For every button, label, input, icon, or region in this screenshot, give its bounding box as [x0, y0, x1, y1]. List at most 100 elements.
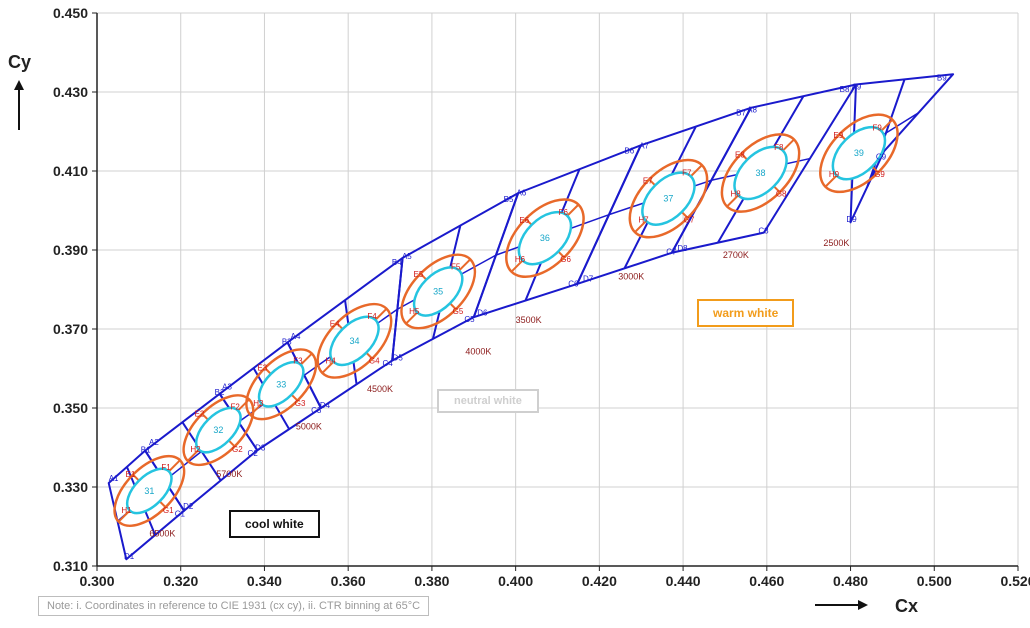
bin-label-B8: B8 — [840, 85, 850, 94]
sub-bin-label-H2: H2 — [190, 445, 201, 454]
x-tick-label: 0.420 — [582, 573, 617, 589]
bin-label-D5: D5 — [393, 353, 404, 362]
bin-labels: A1 B1 C1 D1 A2 B2 C2 D2 A3 B3 C3 D3 A4 B4 C4 D4 A5 B5 C5 D5… — [109, 74, 948, 561]
bin-label-A6: A6 — [516, 189, 526, 198]
ellipse-label-33: 33 — [276, 379, 286, 389]
bin-label-A3: A3 — [222, 383, 232, 392]
inner-ellipse-32 — [195, 406, 242, 454]
bin-label-B2: B2 — [215, 388, 225, 397]
ellipse-label-38: 38 — [756, 168, 766, 178]
sub-bin-label-E7: E7 — [643, 176, 653, 185]
sub-bin-label-H1: H1 — [121, 506, 132, 515]
bin-label-D9: D9 — [846, 215, 857, 224]
sub-bin-label-H5: H5 — [409, 307, 420, 316]
bin-label-A2: A2 — [149, 438, 159, 447]
cct-label: 4000K — [465, 347, 491, 357]
ellipse-label-35: 35 — [433, 286, 443, 296]
sub-bin-label-G2: G2 — [232, 445, 243, 454]
bin-label-A4: A4 — [291, 332, 301, 341]
bin-label-A8: A8 — [747, 106, 757, 115]
sub-bin-label-G3: G3 — [295, 399, 306, 408]
ellipse-label-34: 34 — [349, 336, 359, 346]
bin-label-C5: C5 — [464, 315, 475, 324]
inner-ellipse-38 — [733, 145, 788, 201]
x-tick-label: 0.520 — [1000, 573, 1030, 589]
bin-label-C7: C7 — [666, 247, 677, 256]
sub-bin-label-E9: E9 — [833, 131, 843, 140]
sub-bin-label-G7: G7 — [684, 215, 695, 224]
sub-bin-label-E6: E6 — [519, 216, 529, 225]
cct-label: 6500K — [149, 528, 175, 538]
y-axis-title: Cy — [8, 52, 31, 72]
bin-label-C4: C4 — [383, 359, 394, 368]
x-tick-label: 0.300 — [79, 573, 114, 589]
cct-label: 3500K — [516, 315, 542, 325]
sub-bin-label-E8: E8 — [735, 151, 745, 160]
sub-bin-label-F8: F8 — [774, 143, 784, 152]
bin-label-C9: C9 — [876, 152, 887, 161]
inner-ellipse-37 — [641, 171, 696, 226]
sub-bin-label-E3: E3 — [257, 364, 267, 373]
ellipse-label-31: 31 — [144, 486, 154, 496]
bin-label-B6: B6 — [624, 146, 634, 155]
sub-bin-label-H7: H7 — [638, 215, 649, 224]
bin-label-D7: D7 — [583, 275, 594, 284]
bin-label-B7: B7 — [736, 109, 746, 118]
x-tick-label: 0.360 — [331, 573, 366, 589]
y-tick-label: 0.310 — [53, 558, 88, 574]
sub-bin-label-F4: F4 — [367, 312, 377, 321]
sub-bin-label-H4: H4 — [325, 357, 336, 366]
warm-white-label: warm white — [697, 299, 795, 327]
y-tick-label: 0.330 — [53, 479, 88, 495]
inner-ellipse-31 — [125, 467, 173, 515]
ellipse-label-36: 36 — [540, 233, 550, 243]
bin-label-D6: D6 — [477, 309, 488, 318]
cool-white-label: cool white — [229, 510, 320, 538]
bin-label-B3: B3 — [282, 337, 292, 346]
sub-bin-label-G1: G1 — [163, 506, 174, 515]
ellipse-label-32: 32 — [213, 425, 223, 435]
bin-label-A7: A7 — [639, 142, 649, 151]
x-tick-label: 0.480 — [833, 573, 868, 589]
x-tick-label: 0.380 — [414, 573, 449, 589]
sub-bin-label-G8: G8 — [776, 190, 787, 199]
bin-label-A1: A1 — [109, 474, 119, 483]
footnote: Note: i. Coordinates in reference to CIE… — [38, 596, 430, 616]
bin-label-A9: A9 — [851, 83, 861, 92]
y-tick-label: 0.390 — [53, 242, 88, 258]
cct-label: 2700K — [723, 250, 749, 260]
bin-label-D2: D2 — [183, 502, 194, 511]
inner-ellipse-36 — [517, 210, 573, 266]
sub-bin-label-G6: G6 — [560, 255, 571, 264]
sub-bin-label-F9: F9 — [873, 123, 883, 132]
cct-label: 4500K — [367, 384, 393, 394]
axes: 0.300 0.320 0.340 0.360 0.380 0.400 0.420 0.440… — [53, 5, 1030, 589]
sub-bin-label-F7: F7 — [682, 169, 692, 178]
cct-label: 5000K — [296, 422, 322, 432]
sub-bin-label-E4: E4 — [330, 319, 340, 328]
sub-bin-label-G4: G4 — [369, 357, 380, 366]
y-tick-label: 0.410 — [53, 163, 88, 179]
bin-label-B9: B9 — [937, 74, 947, 83]
bin-label-C1: C1 — [175, 509, 186, 518]
ellipse-label-39: 39 — [854, 148, 864, 158]
neutral-white-label: neutral white — [437, 389, 539, 413]
sub-bin-label-F3: F3 — [293, 357, 303, 366]
y-tick-label: 0.430 — [53, 84, 88, 100]
sub-bin-label-F6: F6 — [559, 208, 569, 217]
ellipses — [113, 113, 899, 527]
bin-label-D3: D3 — [255, 443, 266, 452]
sub-bin-label-E2: E2 — [195, 409, 205, 418]
cct-label: 5700K — [216, 469, 242, 479]
x-axis-arrow — [815, 600, 868, 610]
bin-label-C3: C3 — [311, 406, 322, 415]
x-tick-label: 0.400 — [498, 573, 533, 589]
bin-label-C2: C2 — [248, 449, 259, 458]
x-tick-label: 0.320 — [163, 573, 198, 589]
bin-label-D4: D4 — [320, 401, 331, 410]
cct-label: 2500K — [823, 238, 849, 248]
sub-bin-label-F2: F2 — [231, 402, 241, 411]
cct-label: 3000K — [618, 272, 644, 282]
sub-bin-label-H8: H8 — [730, 190, 741, 199]
